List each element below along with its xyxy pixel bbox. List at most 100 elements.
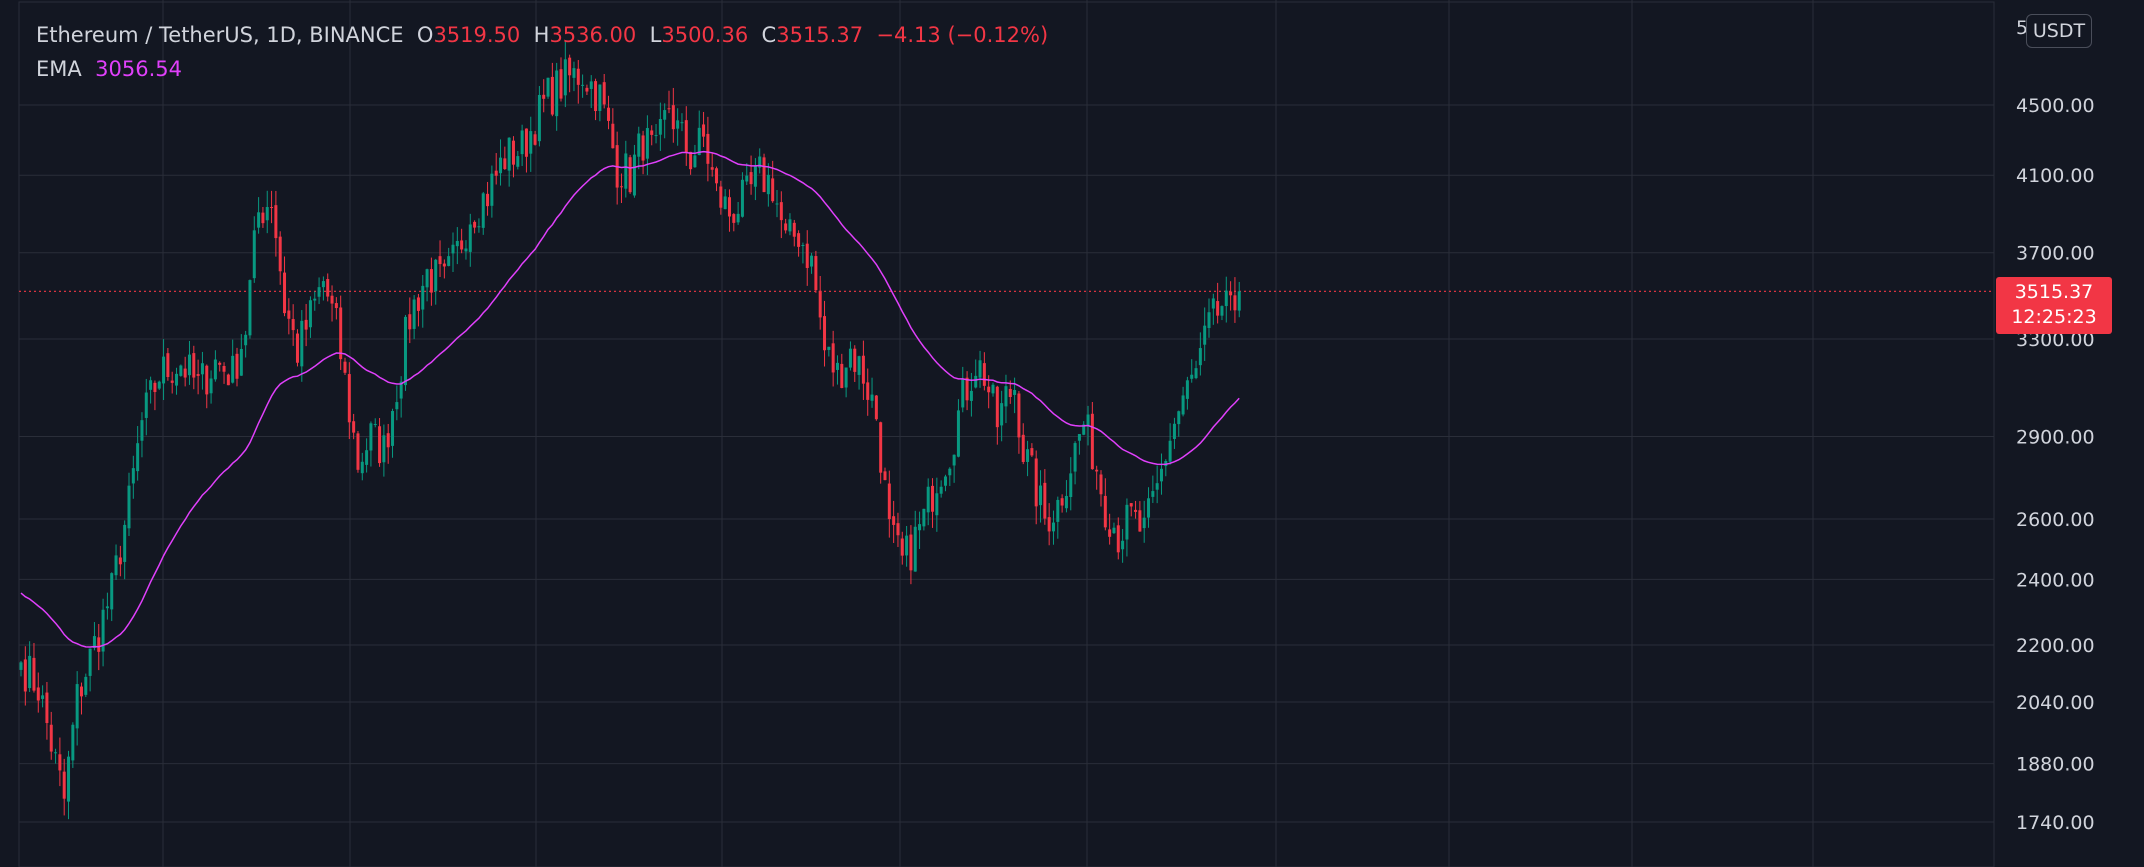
candle-body	[982, 363, 986, 386]
candle-body	[429, 269, 433, 293]
candle	[481, 191, 485, 235]
candle	[356, 431, 360, 473]
candle	[823, 300, 827, 367]
candle	[447, 247, 451, 267]
candle	[416, 293, 420, 327]
plot-frame	[18, 1, 1995, 867]
candle	[900, 531, 904, 565]
candle	[261, 206, 265, 228]
candle	[157, 380, 161, 391]
candle	[200, 351, 204, 390]
candle	[948, 467, 952, 486]
candle	[149, 376, 153, 404]
y-tick-label: 2900.00	[2016, 427, 2095, 449]
candle	[1125, 498, 1129, 557]
candle-body	[32, 657, 36, 691]
candle	[779, 191, 783, 239]
candle	[274, 190, 278, 257]
candle	[689, 151, 693, 175]
candle	[805, 230, 809, 286]
candle	[455, 227, 459, 265]
candle	[153, 380, 157, 411]
candle	[1060, 494, 1064, 513]
candle-body	[295, 333, 299, 363]
candle-body	[710, 167, 714, 170]
candle	[762, 153, 766, 193]
candle-body	[801, 244, 805, 246]
candle-body	[226, 374, 230, 386]
candle-body	[896, 523, 900, 536]
candle-body	[468, 224, 472, 252]
candle	[468, 213, 472, 267]
candle-body	[352, 421, 356, 433]
currency-button[interactable]: USDT	[2026, 14, 2092, 48]
candle-body	[918, 524, 922, 531]
candle	[1069, 457, 1073, 511]
candle-body	[481, 193, 485, 228]
candle-body	[1172, 423, 1176, 439]
candle-body	[244, 334, 248, 346]
candle	[205, 364, 209, 409]
y-tick-label: 3700.00	[2016, 243, 2095, 265]
candle	[365, 438, 369, 473]
candle-body	[663, 110, 667, 120]
candle	[844, 367, 848, 398]
candle-body	[1198, 348, 1202, 366]
candle	[442, 259, 446, 279]
candle	[848, 341, 852, 371]
candle-body	[304, 319, 308, 330]
candlestick-series	[19, 40, 1241, 820]
candle-body	[550, 76, 554, 115]
candle	[1090, 401, 1094, 470]
candle	[555, 62, 559, 131]
candle	[49, 711, 53, 760]
ema-label[interactable]: EMA	[36, 57, 82, 81]
candle-body	[1134, 509, 1138, 512]
candle	[101, 598, 105, 667]
symbol-title[interactable]: Ethereum / TetherUS, 1D, BINANCE	[36, 23, 404, 47]
candle-body	[680, 122, 684, 124]
ema-series	[20, 150, 1240, 648]
candle-body	[645, 128, 649, 159]
candle-body	[265, 207, 269, 221]
candle	[572, 61, 576, 92]
candle	[1211, 293, 1215, 325]
price-axis[interactable]: 1740.00 1880.00 2040.00 2200.00 2400.00 2600.…	[2016, 17, 2095, 834]
candle-body	[1077, 434, 1081, 441]
candle	[79, 682, 83, 715]
candle-body	[511, 140, 515, 165]
candle-body	[779, 202, 783, 221]
candle-body	[1064, 495, 1068, 509]
candle-body	[892, 516, 896, 525]
candle	[1147, 487, 1151, 528]
candle-body	[961, 378, 965, 408]
candle-body	[360, 461, 364, 474]
grid-lines	[18, 0, 1995, 867]
candle	[896, 512, 900, 548]
candle	[460, 228, 464, 254]
candle	[1017, 390, 1021, 454]
candle-body	[486, 193, 490, 207]
candle	[1034, 450, 1038, 525]
candle-body	[19, 662, 23, 670]
candle-body	[356, 433, 360, 470]
candle-body	[36, 687, 40, 701]
candle	[373, 418, 377, 428]
candle-body	[546, 77, 550, 97]
candle-body	[991, 384, 995, 394]
candle-body	[572, 68, 576, 78]
candle-body	[339, 307, 343, 360]
candle	[352, 413, 356, 440]
candle	[753, 158, 757, 201]
candle-body	[762, 157, 766, 193]
candle	[866, 368, 870, 416]
candle-body	[835, 362, 839, 370]
candle	[1064, 480, 1068, 513]
candle	[926, 478, 930, 526]
candle	[727, 189, 731, 232]
candle-body	[170, 380, 174, 383]
candle-body	[732, 214, 736, 223]
candle	[702, 111, 706, 148]
